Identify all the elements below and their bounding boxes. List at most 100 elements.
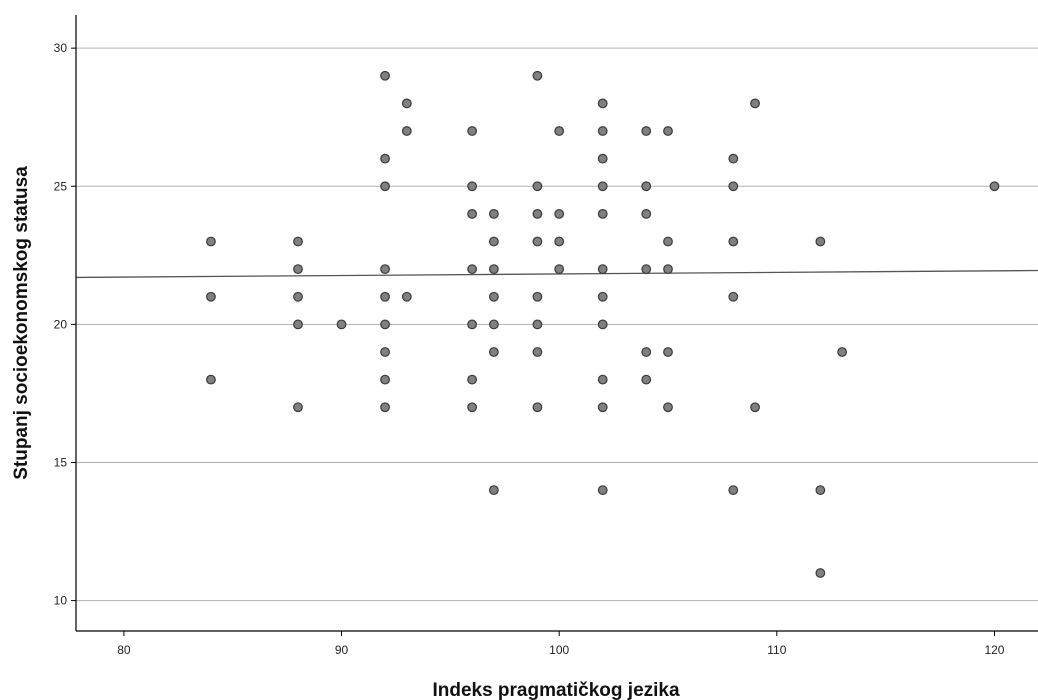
data-point [641,374,652,385]
data-point [206,374,216,385]
data-point [663,402,673,413]
gridlines [76,47,1038,602]
data-point [597,264,608,275]
data-point [597,402,608,413]
data-points [206,70,1000,578]
data-point [554,126,565,136]
data-point [989,181,1000,192]
data-point [293,402,303,413]
data-point [728,291,739,302]
data-point [641,264,652,275]
data-point [488,485,499,496]
data-point [728,485,739,496]
data-point [597,153,608,164]
x-tick-label: 110 [767,643,786,657]
data-point [728,181,739,192]
data-point [401,291,412,302]
y-tick-label: 20 [54,317,68,331]
data-point [728,236,739,247]
data-point [554,264,565,275]
data-point [380,319,390,330]
data-point [293,291,303,302]
axes [75,15,1038,632]
data-point [380,347,390,357]
data-point [597,208,608,219]
x-tick-label: 100 [549,643,569,657]
data-point [597,181,608,192]
x-tick-label: 90 [335,643,349,657]
data-point [380,374,390,385]
data-point [663,264,673,275]
data-point [467,126,478,136]
data-point [467,319,478,330]
y-tick-label: 10 [54,594,68,608]
data-point [488,347,499,357]
data-point [532,70,543,81]
data-point [293,319,303,330]
data-point [488,264,499,275]
data-point [641,181,652,192]
data-point [380,402,390,413]
data-point [532,208,543,219]
data-point [532,402,543,413]
data-point [488,208,499,219]
data-point [554,236,565,247]
data-point [401,98,412,109]
x-tick-label: 120 [984,643,1004,657]
data-point [641,347,652,357]
data-point [597,291,608,302]
data-point [663,236,673,247]
data-point [641,208,652,219]
data-point [532,319,543,330]
data-point [815,568,826,578]
data-point [641,126,652,136]
data-point [597,319,608,330]
y-tick-label: 30 [54,41,68,55]
data-point [554,208,565,219]
fit-line [75,269,1038,279]
data-point [336,319,347,330]
data-point [467,208,478,219]
x-axis-title: Indeks pragmatičkog jezika [432,680,680,700]
data-point [597,126,608,136]
x-tick-label: 80 [117,643,131,657]
data-point [750,98,760,109]
data-point [815,485,826,496]
data-point [380,264,390,275]
data-point [380,291,390,302]
data-point [532,181,543,192]
data-point [467,264,478,275]
data-point [488,319,499,330]
x-axis-ticks: 80 90 100 110 120 [117,631,1005,657]
y-tick-label: 15 [54,455,68,469]
data-point [206,291,216,302]
y-axis-ticks: 10 15 20 25 30 [54,41,76,608]
data-point [532,291,543,302]
data-point [467,374,478,385]
data-point [380,181,390,192]
fit-line-group [75,269,1038,279]
y-tick-label: 25 [54,179,68,193]
data-point [597,485,608,496]
data-point [728,153,739,164]
data-point [597,374,608,385]
data-point [467,181,478,192]
data-point [597,98,608,109]
data-point [293,264,303,275]
data-point [401,126,412,136]
data-point [532,347,543,357]
data-point [663,347,673,357]
data-point [488,291,499,302]
data-point [750,402,760,413]
data-point [532,236,543,247]
data-point [815,236,826,247]
data-point [206,236,216,247]
data-point [837,347,848,357]
data-point [467,402,478,413]
y-axis-title: Stupanj socioekonomskog statusa [11,166,32,480]
data-point [488,236,499,247]
data-point [380,153,390,164]
data-point [663,126,673,136]
